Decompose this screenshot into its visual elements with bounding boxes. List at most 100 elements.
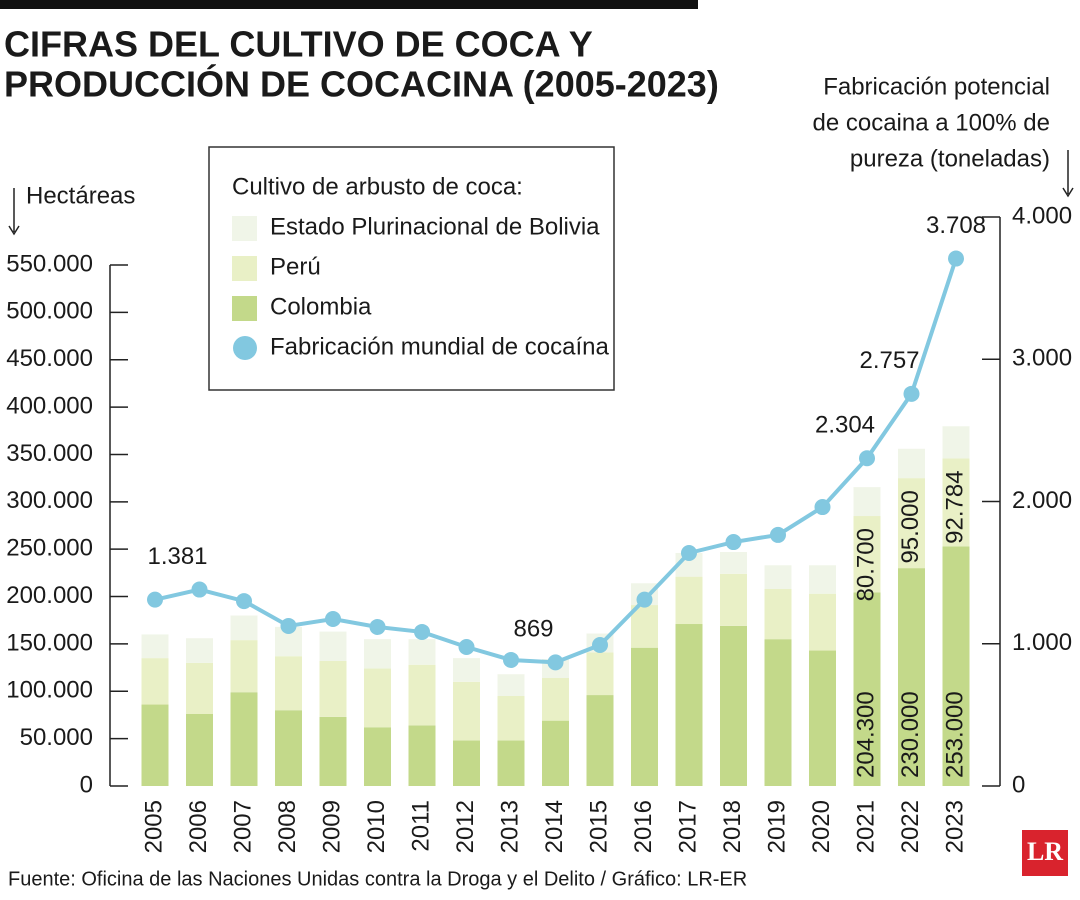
bar-segment	[542, 720, 569, 786]
bar-segment	[853, 487, 881, 517]
logo-box	[1022, 830, 1068, 876]
x-tick-label: 2022	[897, 800, 924, 853]
x-tick-label: 2023	[941, 800, 968, 853]
bar-segment	[408, 664, 436, 726]
x-tick-label: 2009	[318, 800, 345, 853]
bar-segment	[364, 668, 391, 728]
x-tick-label: 2013	[496, 800, 523, 853]
bar-segment	[275, 710, 302, 786]
bar-value-label: 230.000	[897, 691, 924, 778]
bar-segment	[141, 658, 169, 705]
x-tick-label: 2006	[185, 800, 212, 853]
y-tick-label: 400.000	[6, 392, 93, 419]
source: Fuente: Oficina de las Naciones Unidas c…	[8, 868, 747, 890]
x-tick-label: 2007	[229, 800, 256, 853]
bar-segment	[720, 573, 747, 626]
y2-axis-label: Fabricación potencial	[823, 73, 1050, 100]
line-point	[191, 581, 208, 598]
x-tick-label: 2019	[763, 800, 790, 853]
legend-swatch	[232, 296, 257, 321]
bar-segment	[408, 725, 436, 786]
bar-segment	[764, 588, 792, 640]
line-value-label: 3.708	[926, 212, 986, 239]
y-tick-label: 200.000	[6, 582, 93, 609]
bar-segment	[586, 652, 614, 696]
bar-segment	[453, 681, 480, 741]
line-point	[147, 591, 163, 608]
bar-segment	[497, 674, 525, 697]
bar-segment	[898, 448, 925, 479]
legend-label: Fabricación mundial de cocaína	[270, 333, 610, 360]
bar-segment	[364, 727, 391, 786]
x-tick-label: 2012	[452, 800, 479, 853]
line-point	[369, 618, 386, 635]
line-point	[414, 623, 430, 640]
bar-segment	[453, 658, 480, 682]
bar-segment	[586, 695, 614, 786]
x-tick-label: 2016	[630, 800, 657, 853]
bar-segment	[186, 714, 213, 786]
y2-tick-label: 0	[1012, 771, 1025, 798]
line-value-label: 2.304	[815, 412, 875, 439]
bar-segment	[898, 478, 925, 569]
line-point	[903, 385, 920, 402]
line-point	[280, 617, 297, 634]
bar-segment	[942, 546, 970, 786]
legend-box	[208, 146, 615, 391]
x-tick-label: 2014	[541, 800, 568, 853]
line-point	[814, 499, 831, 516]
bar-segment	[275, 656, 302, 711]
x-tick-label: 2021	[852, 800, 879, 853]
y-axis-arrow	[8, 188, 20, 236]
bar-segment	[675, 576, 703, 625]
bar-segment	[319, 716, 347, 786]
y-tick-label: 0	[80, 771, 93, 798]
line-value-label: 869	[513, 616, 553, 643]
y-axis-label: Hectáreas	[26, 182, 135, 209]
line-point	[458, 639, 475, 656]
bar-segment	[408, 639, 436, 665]
bar-segment	[230, 615, 258, 641]
x-tick-label: 2005	[140, 800, 167, 853]
bar-value-label: 95.000	[897, 490, 924, 563]
top-bar	[0, 0, 698, 9]
legend-label: Estado Plurinacional de Bolivia	[270, 213, 600, 240]
legend-title: Cultivo de arbusto de coca:	[232, 173, 523, 200]
bar-value-label: 92.784	[941, 470, 968, 543]
y2-tick-label: 3.000	[1012, 345, 1072, 372]
bar-segment	[364, 639, 391, 669]
legend-swatch	[232, 216, 257, 241]
y-tick-label: 100.000	[6, 677, 93, 704]
line-point	[681, 544, 697, 561]
line-point	[859, 450, 875, 467]
x-tick-label: 2008	[274, 800, 301, 853]
bar-segment	[764, 565, 792, 589]
line-point	[948, 250, 964, 267]
y-tick-label: 500.000	[6, 298, 93, 325]
bar-segment	[809, 565, 836, 594]
bar-value-label: 253.000	[941, 691, 968, 778]
y-tick-label: 150.000	[6, 629, 93, 656]
bar-segment	[186, 638, 213, 663]
bar-segment	[631, 605, 658, 648]
bar-value-label: 80.700	[852, 528, 879, 601]
bar-segment	[720, 625, 747, 786]
bar-segment	[319, 631, 347, 661]
line-point	[636, 591, 653, 608]
bar-segment	[542, 678, 569, 721]
legend-label: Perú	[270, 253, 321, 280]
bar-segment	[675, 624, 703, 786]
bar-segment	[319, 660, 347, 717]
bar-segment	[942, 426, 970, 459]
y2-axis-label: de cocaina a 100% de	[812, 109, 1050, 136]
y-tick-label: 300.000	[6, 487, 93, 514]
y-tick-label: 550.000	[6, 250, 93, 277]
legend-swatch	[233, 336, 257, 360]
chart-title: CIFRAS DEL CULTIVO DE COCA Y	[4, 24, 593, 65]
legend-label: Colombia	[270, 293, 372, 320]
bar-segment	[141, 704, 169, 786]
y-tick-label: 350.000	[6, 440, 93, 467]
bar-segment	[853, 516, 881, 593]
line-point	[325, 610, 341, 627]
